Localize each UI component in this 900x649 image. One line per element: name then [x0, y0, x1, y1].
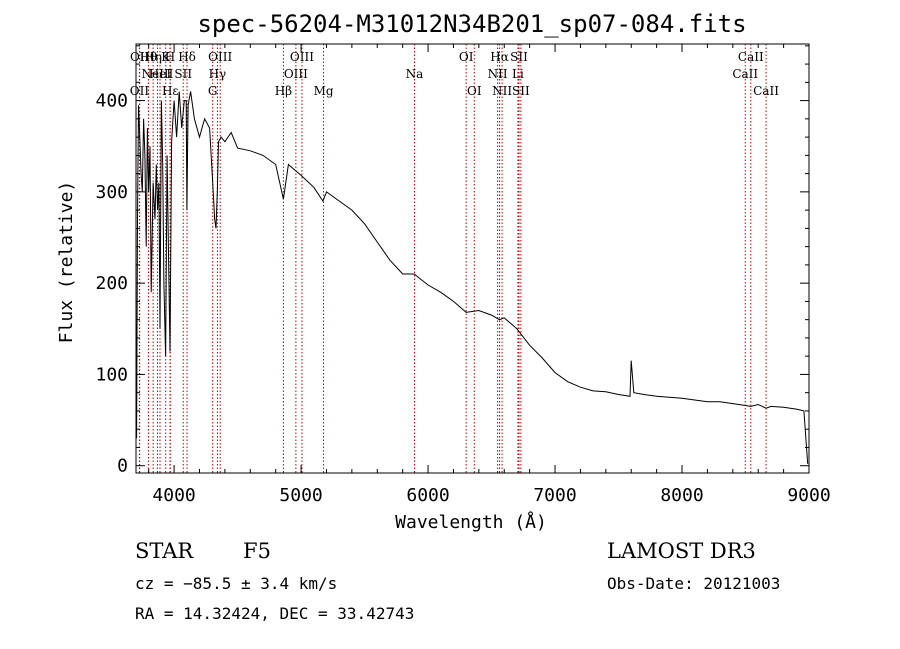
line-label-27: CaII: [732, 67, 758, 81]
line-label-10: Hδ: [178, 50, 196, 64]
x-axis-label: Wavelength (Å): [395, 511, 547, 533]
redshift-label: cz = −85.5 ± 3.4 km/s: [135, 574, 337, 593]
line-label-4: NeIII: [142, 67, 174, 81]
x-tick-label-2: 6000: [406, 485, 449, 506]
x-tick-label-4: 8000: [660, 485, 703, 506]
y-tick-label-1: 100: [95, 364, 128, 385]
emission-line-labels: OIIOIIHθHηNeIIIHeIKHHεSIIHδGHγOIIIHβOIII…: [130, 50, 779, 98]
line-label-28: CaII: [738, 50, 764, 64]
line-label-0: OII: [130, 84, 150, 98]
x-tick-label-0: 4000: [152, 485, 195, 506]
y-tick-label-4: 400: [95, 91, 128, 112]
y-axis-ticks: 0 100 200 300 400: [95, 45, 809, 477]
line-label-8: Hε: [162, 84, 179, 98]
y-tick-label-0: 0: [117, 456, 128, 477]
line-label-22: Hα: [490, 50, 509, 64]
line-label-19: OI: [459, 50, 474, 64]
line-label-7: H: [165, 50, 175, 64]
line-label-17: Mg: [314, 84, 334, 98]
coordinates-label: RA = 14.32424, DEC = 33.42743: [135, 604, 414, 623]
line-label-26: SII: [512, 84, 530, 98]
spectrum-series-line: [135, 91, 809, 464]
object-class-label: STAR: [135, 539, 194, 563]
line-label-9: SII: [174, 67, 192, 81]
y-axis-label: Flux (relative): [56, 181, 77, 344]
line-label-29: CaII: [753, 84, 779, 98]
line-label-12: Hγ: [209, 67, 227, 81]
x-tick-label-5: 9000: [787, 485, 830, 506]
x-tick-label-1: 5000: [279, 485, 322, 506]
line-label-23: NII: [492, 84, 512, 98]
line-label-21: NII: [488, 67, 508, 81]
emission-line-markers: [138, 44, 767, 473]
line-label-11: G: [208, 84, 218, 98]
line-label-6: K: [161, 50, 171, 64]
line-label-16: OIII: [290, 50, 314, 64]
line-label-15: OIII: [284, 67, 308, 81]
line-label-25: SII: [510, 50, 528, 64]
line-label-20: OI: [467, 84, 482, 98]
obs-date-label: Obs-Date: 20121003: [607, 574, 780, 593]
line-label-13: OIII: [208, 50, 232, 64]
subclass-label: F5: [243, 539, 271, 563]
line-label-1: OII: [130, 50, 150, 64]
line-label-2: Hθ: [140, 50, 158, 64]
line-label-24: Li: [512, 67, 524, 81]
plot-frame: [135, 43, 810, 474]
line-label-3: Hη: [144, 50, 162, 64]
x-tick-label-3: 7000: [533, 485, 576, 506]
x-axis-ticks: 4000 5000 6000 7000 8000 9000: [148, 44, 831, 506]
survey-label: LAMOST DR3: [607, 539, 756, 563]
chart-title: spec-56204-M31012N34B201_sp07-084.fits: [197, 10, 746, 38]
line-label-14: Hβ: [275, 84, 292, 98]
line-label-18: Na: [406, 67, 424, 81]
line-label-5: HeI: [149, 67, 172, 81]
y-tick-label-3: 300: [95, 182, 128, 203]
y-tick-label-2: 200: [95, 273, 128, 294]
